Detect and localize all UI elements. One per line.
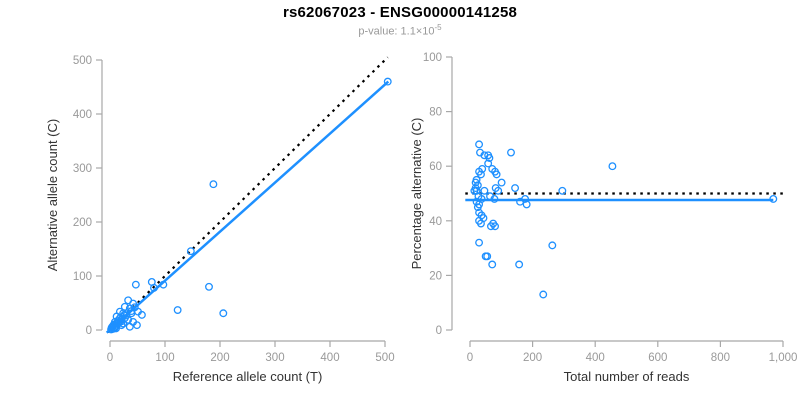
y-tick-label: 100 [73, 271, 92, 283]
data-point [511, 184, 520, 192]
x-tick-label: 100 [155, 352, 174, 364]
data-point [769, 195, 778, 203]
data-point [131, 280, 140, 289]
data-point [117, 315, 125, 324]
data-point [173, 306, 182, 314]
data-point [475, 238, 484, 247]
data-point [483, 252, 492, 261]
y-tick-label: 60 [429, 161, 442, 173]
data-point [492, 170, 501, 179]
data-point [470, 186, 479, 195]
data-point [480, 186, 489, 195]
x-tick-label: 300 [265, 352, 284, 364]
data-point [539, 290, 548, 299]
y-tick-label: 500 [73, 55, 92, 67]
data-point [147, 277, 156, 286]
data-point [497, 178, 506, 187]
x-axis-title: Reference allele count (T) [173, 369, 323, 384]
y-tick-label: 200 [73, 217, 92, 229]
x-tick-label: 0 [107, 352, 113, 364]
data-point [521, 195, 530, 203]
data-point [484, 159, 493, 168]
data-point [507, 148, 515, 157]
x-axis-title: Total number of reads [564, 369, 690, 384]
x-tick-label: 400 [320, 352, 339, 364]
data-point [558, 186, 567, 195]
y-tick-label: 80 [429, 107, 442, 119]
data-point [112, 324, 120, 333]
x-tick-label: 500 [375, 352, 394, 364]
data-point [159, 280, 168, 289]
data-point [494, 186, 503, 195]
y-tick-label: 300 [73, 163, 92, 175]
data-point [608, 162, 617, 171]
data-point [186, 247, 195, 256]
y-tick-label: 0 [436, 325, 442, 337]
x-tick-label: 1,000 [769, 352, 798, 364]
data-point [125, 304, 134, 313]
identity-line [107, 56, 389, 333]
data-point [548, 241, 557, 250]
y-tick-label: 40 [429, 216, 442, 228]
data-point [522, 200, 531, 209]
data-point [137, 310, 146, 319]
pvalue-exponent: -5 [434, 23, 442, 32]
data-point [209, 180, 218, 189]
y-axis-title: Alternative allele count (C) [45, 119, 60, 271]
y-tick-label: 20 [429, 270, 442, 282]
y-tick-label: 400 [73, 109, 92, 121]
pvalue-text: p-value: 1.1×10 [358, 25, 435, 38]
data-point [125, 322, 134, 331]
data-point [515, 260, 524, 269]
data-point [205, 282, 213, 291]
y-tick-label: 0 [86, 325, 92, 337]
y-tick-label: 100 [423, 52, 442, 64]
data-point [219, 309, 228, 318]
data-point [132, 321, 141, 330]
data-point [488, 260, 497, 269]
data-point [383, 77, 392, 86]
pvalue-subtitle: p-value: 1.1×10-5 [0, 23, 800, 38]
x-tick-label: 0 [467, 352, 473, 364]
page-title: rs62067023 - ENSG00000141258 [282, 4, 518, 21]
y-axis-title: Percentage alternative (C) [409, 118, 424, 270]
data-point [485, 154, 494, 162]
data-point [473, 203, 482, 212]
x-tick-label: 400 [586, 352, 605, 364]
x-tick-label: 200 [523, 352, 542, 364]
data-point [115, 317, 124, 326]
x-tick-label: 200 [210, 352, 229, 364]
data-point [491, 222, 499, 231]
x-tick-label: 600 [648, 352, 667, 364]
regression-line [105, 80, 390, 334]
data-point [475, 140, 484, 149]
data-point [477, 219, 485, 228]
data-point [490, 195, 499, 203]
data-point [477, 170, 485, 179]
data-point [111, 320, 120, 329]
x-tick-label: 800 [711, 352, 730, 364]
